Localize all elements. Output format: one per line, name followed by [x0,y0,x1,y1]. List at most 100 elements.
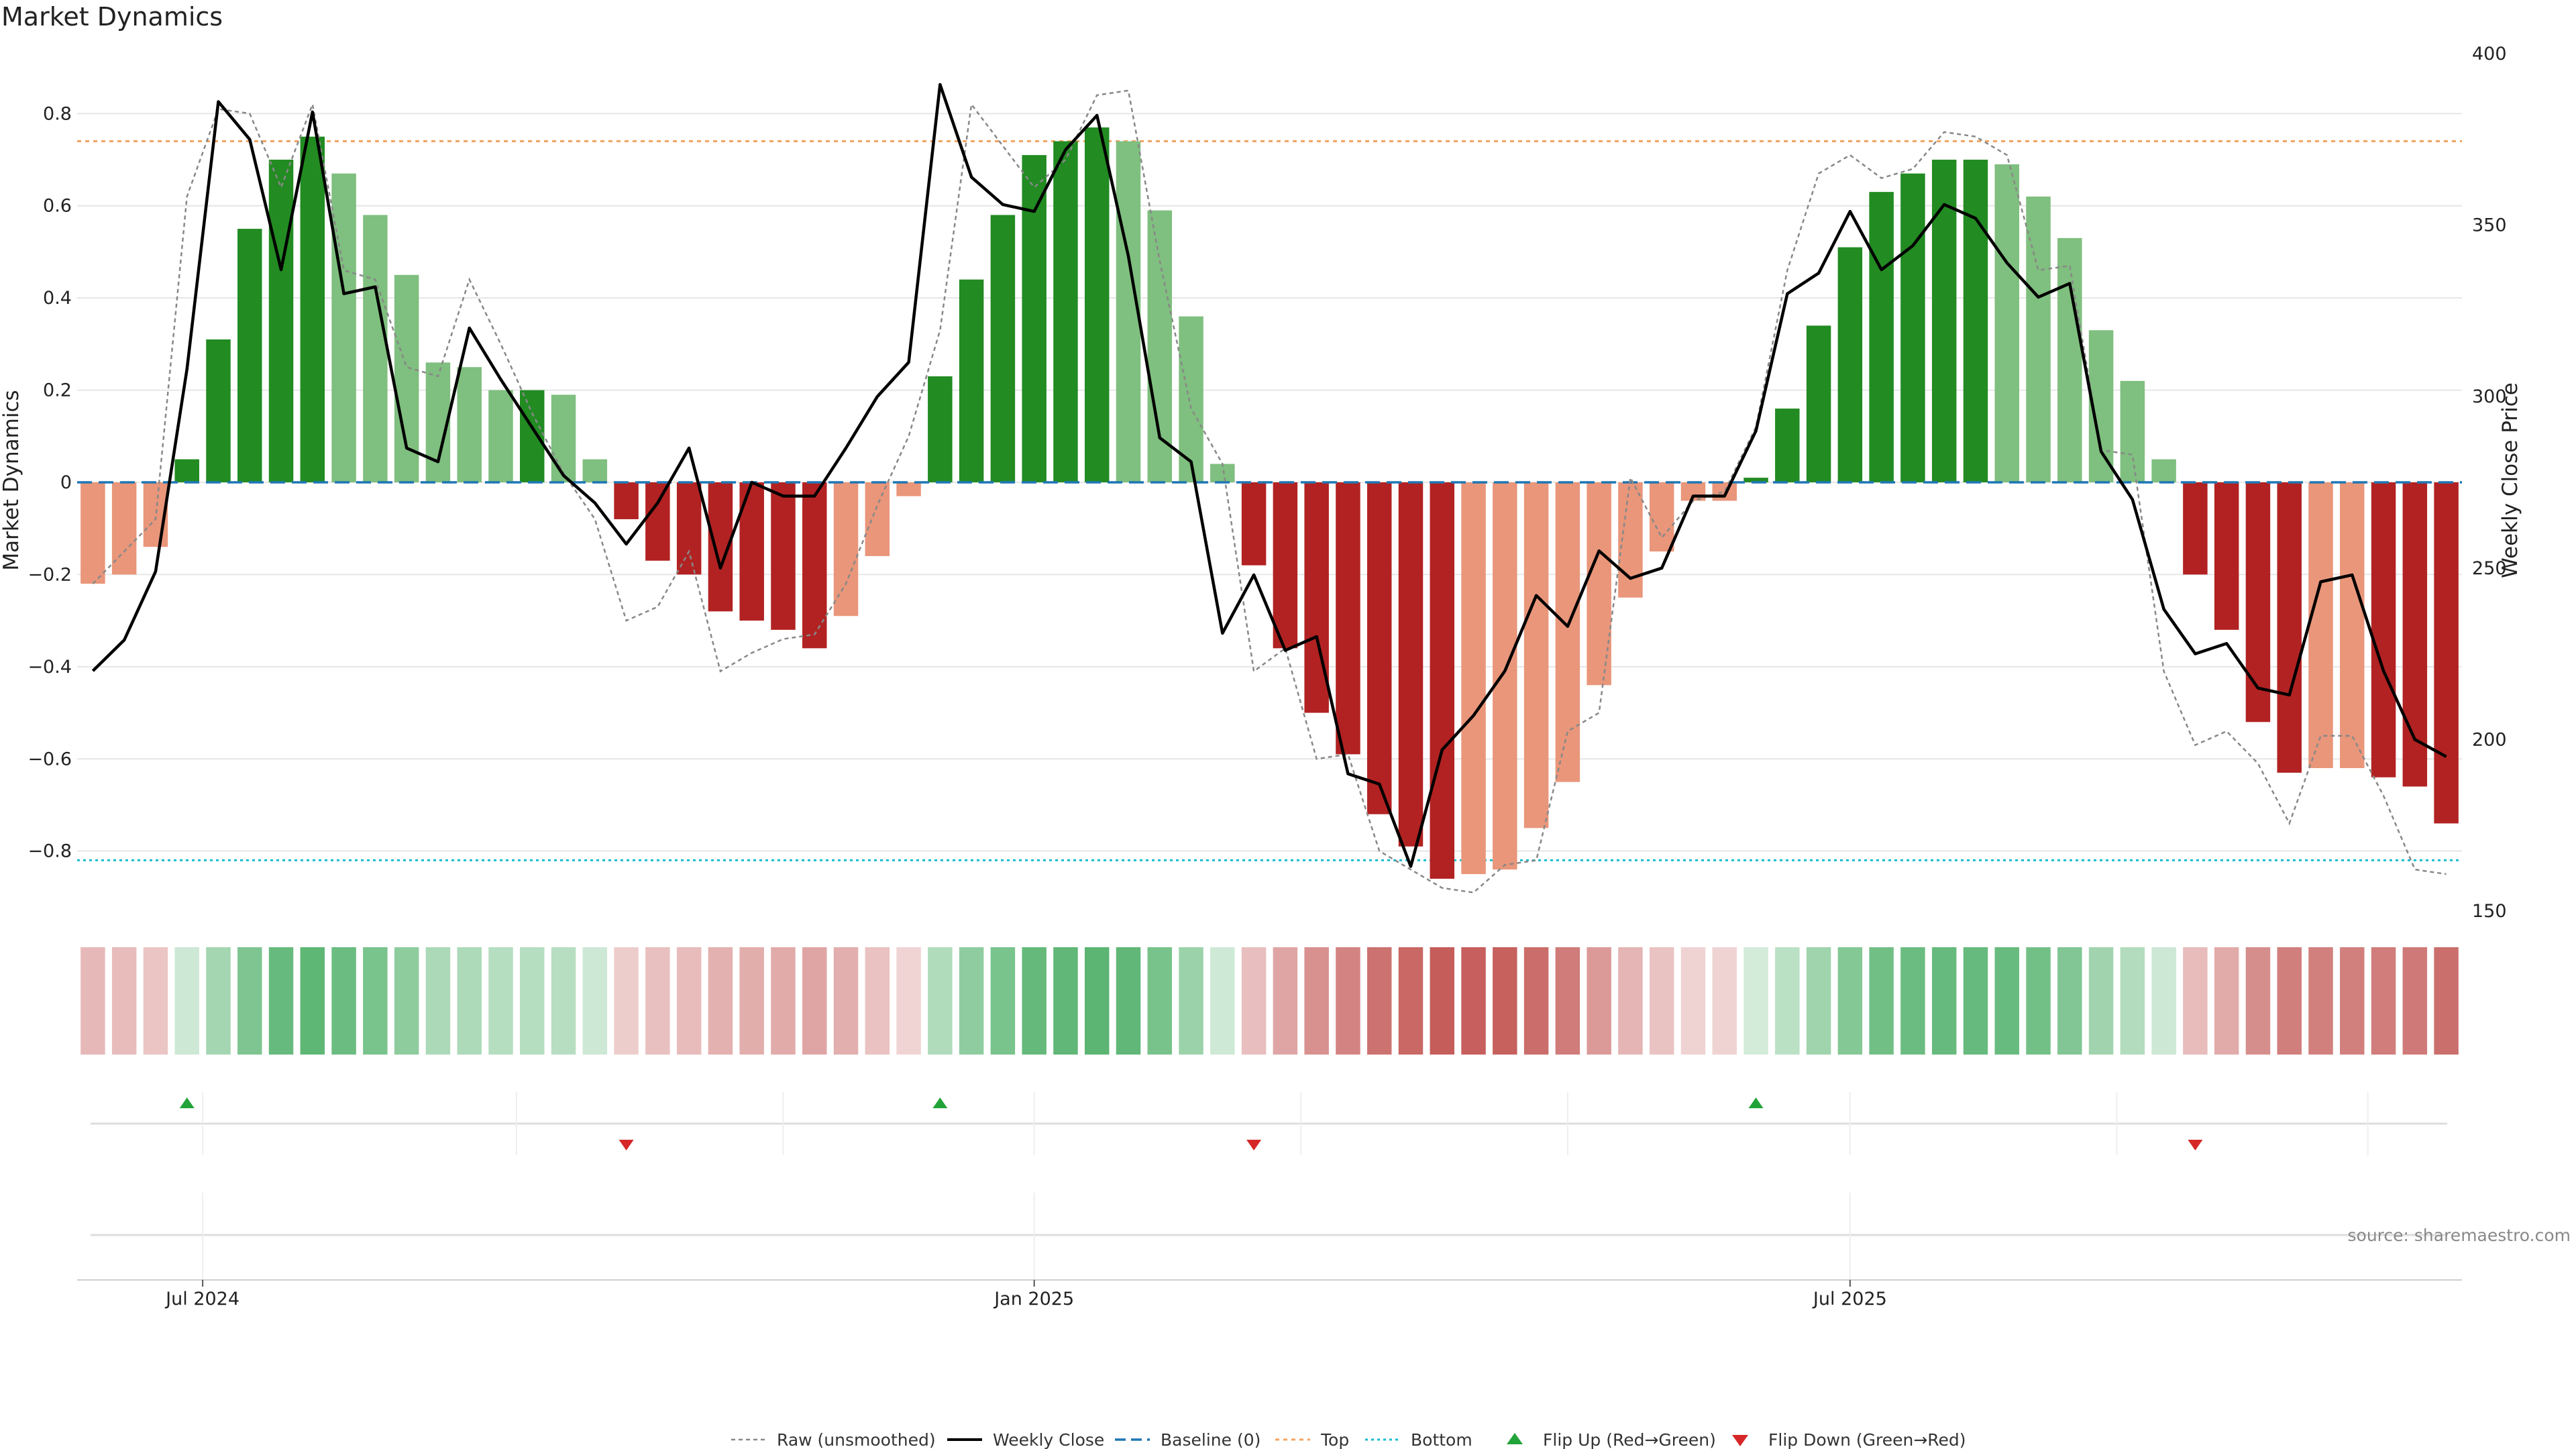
strip-cell [1304,947,1329,1055]
bar [2434,482,2459,824]
bar [1210,464,1235,482]
bar [2183,482,2208,575]
strip-cell [1587,947,1611,1055]
bar [1336,482,1360,755]
strip-cell [614,947,639,1055]
threshold-lines [77,140,2462,861]
legend-label: Top [1320,1430,1349,1449]
bar [1523,482,1549,828]
strip-cell [959,947,984,1055]
strip-cell [2120,947,2145,1055]
flip-down-marker [1246,1140,1262,1150]
bar [300,136,325,482]
bar [2371,482,2396,777]
strip-cell [1523,947,1549,1055]
flip-up-marker [1748,1097,1764,1108]
legend-label: Flip Down (Green→Red) [1768,1430,1966,1449]
bar [833,482,859,616]
strip-cell [520,947,545,1055]
strip-cell [174,947,199,1055]
legend-label: Weekly Close [993,1430,1104,1449]
x-axis: Jul 2024 Jan 2025 Jul 2025 [77,1279,2462,1309]
strip-cell [2088,947,2114,1055]
legend-label: Bottom [1411,1430,1472,1449]
strip-cell [1493,947,1517,1055]
y2-tick-label: 350 [2472,215,2507,236]
strip-cell [1366,947,1392,1055]
bar [771,482,796,630]
source-note: source: sharemaestro.com [2348,1226,2571,1245]
bar [1743,478,1768,482]
strip-cell [582,947,608,1055]
line-series [91,83,2447,894]
flip-up-marker [179,1097,195,1108]
strip-cell [708,947,733,1055]
strip-cell [331,947,356,1055]
bar [488,390,513,482]
strip-cell [1022,947,1046,1055]
bar [2402,482,2428,787]
y-tick-label: 0.4 [43,288,72,309]
strip-cell [111,947,137,1055]
strip-cell [237,947,262,1055]
y-tick-label: −0.6 [28,749,72,769]
strip-cell [2026,947,2051,1055]
y2-tick-label: 300 [2472,386,2507,407]
strip-cell [1994,947,2019,1055]
strip-cell [928,947,953,1055]
strip-cell [2308,947,2333,1055]
strip-cell [488,947,513,1055]
strip-cell [990,947,1016,1055]
bar [457,367,482,482]
flip-down-marker [619,1140,634,1150]
bar [551,394,576,482]
bar [959,279,984,482]
strip-cell [1053,947,1078,1055]
strip-cell [1210,947,1235,1055]
flip-down-marker [2188,1140,2203,1150]
bar-series [80,127,2459,879]
y-axis-label: Market Dynamics [0,390,23,570]
strip-cell [143,947,168,1055]
bar [1963,160,1988,482]
raw-line [92,89,2447,894]
y-tick-label: −0.2 [28,564,72,585]
strip-cell [2214,947,2239,1055]
bar [1022,155,1046,482]
legend-label: Raw (unsmoothed) [777,1430,936,1449]
bar [1461,482,1486,875]
heat-strip [80,947,2459,1055]
strip-cell [1680,947,1706,1055]
strip-cell [2402,947,2428,1055]
bar [1555,482,1580,782]
bar [1366,482,1392,814]
y2-tick-label: 150 [2472,901,2507,922]
strip-cell [1147,947,1173,1055]
strip-cell [268,947,294,1055]
bar [928,376,953,482]
strip-cell [1900,947,1925,1055]
strip-cell [2340,947,2365,1055]
y2-tick-label: 400 [2472,44,2507,64]
strip-cell [2245,947,2271,1055]
legend-label: Baseline (0) [1161,1430,1260,1449]
bar [2277,482,2302,773]
strip-cell [1430,947,1455,1055]
strip-cell [833,947,859,1055]
strip-cell [1869,947,1894,1055]
bar [1712,482,1737,501]
strip-cell [2371,947,2396,1055]
x-tick-label: Jul 2025 [1812,1289,1887,1309]
bar [1084,127,1110,482]
bar [268,160,294,482]
bar [1273,482,1298,649]
strip-cell [1084,947,1110,1055]
y-tick-label: 0.6 [43,196,72,217]
bar [614,482,639,519]
bar [645,482,670,561]
y2-tick-label: 250 [2472,558,2507,579]
strip-cell [363,947,388,1055]
strip-cell [2183,947,2208,1055]
strip-cell [771,947,796,1055]
